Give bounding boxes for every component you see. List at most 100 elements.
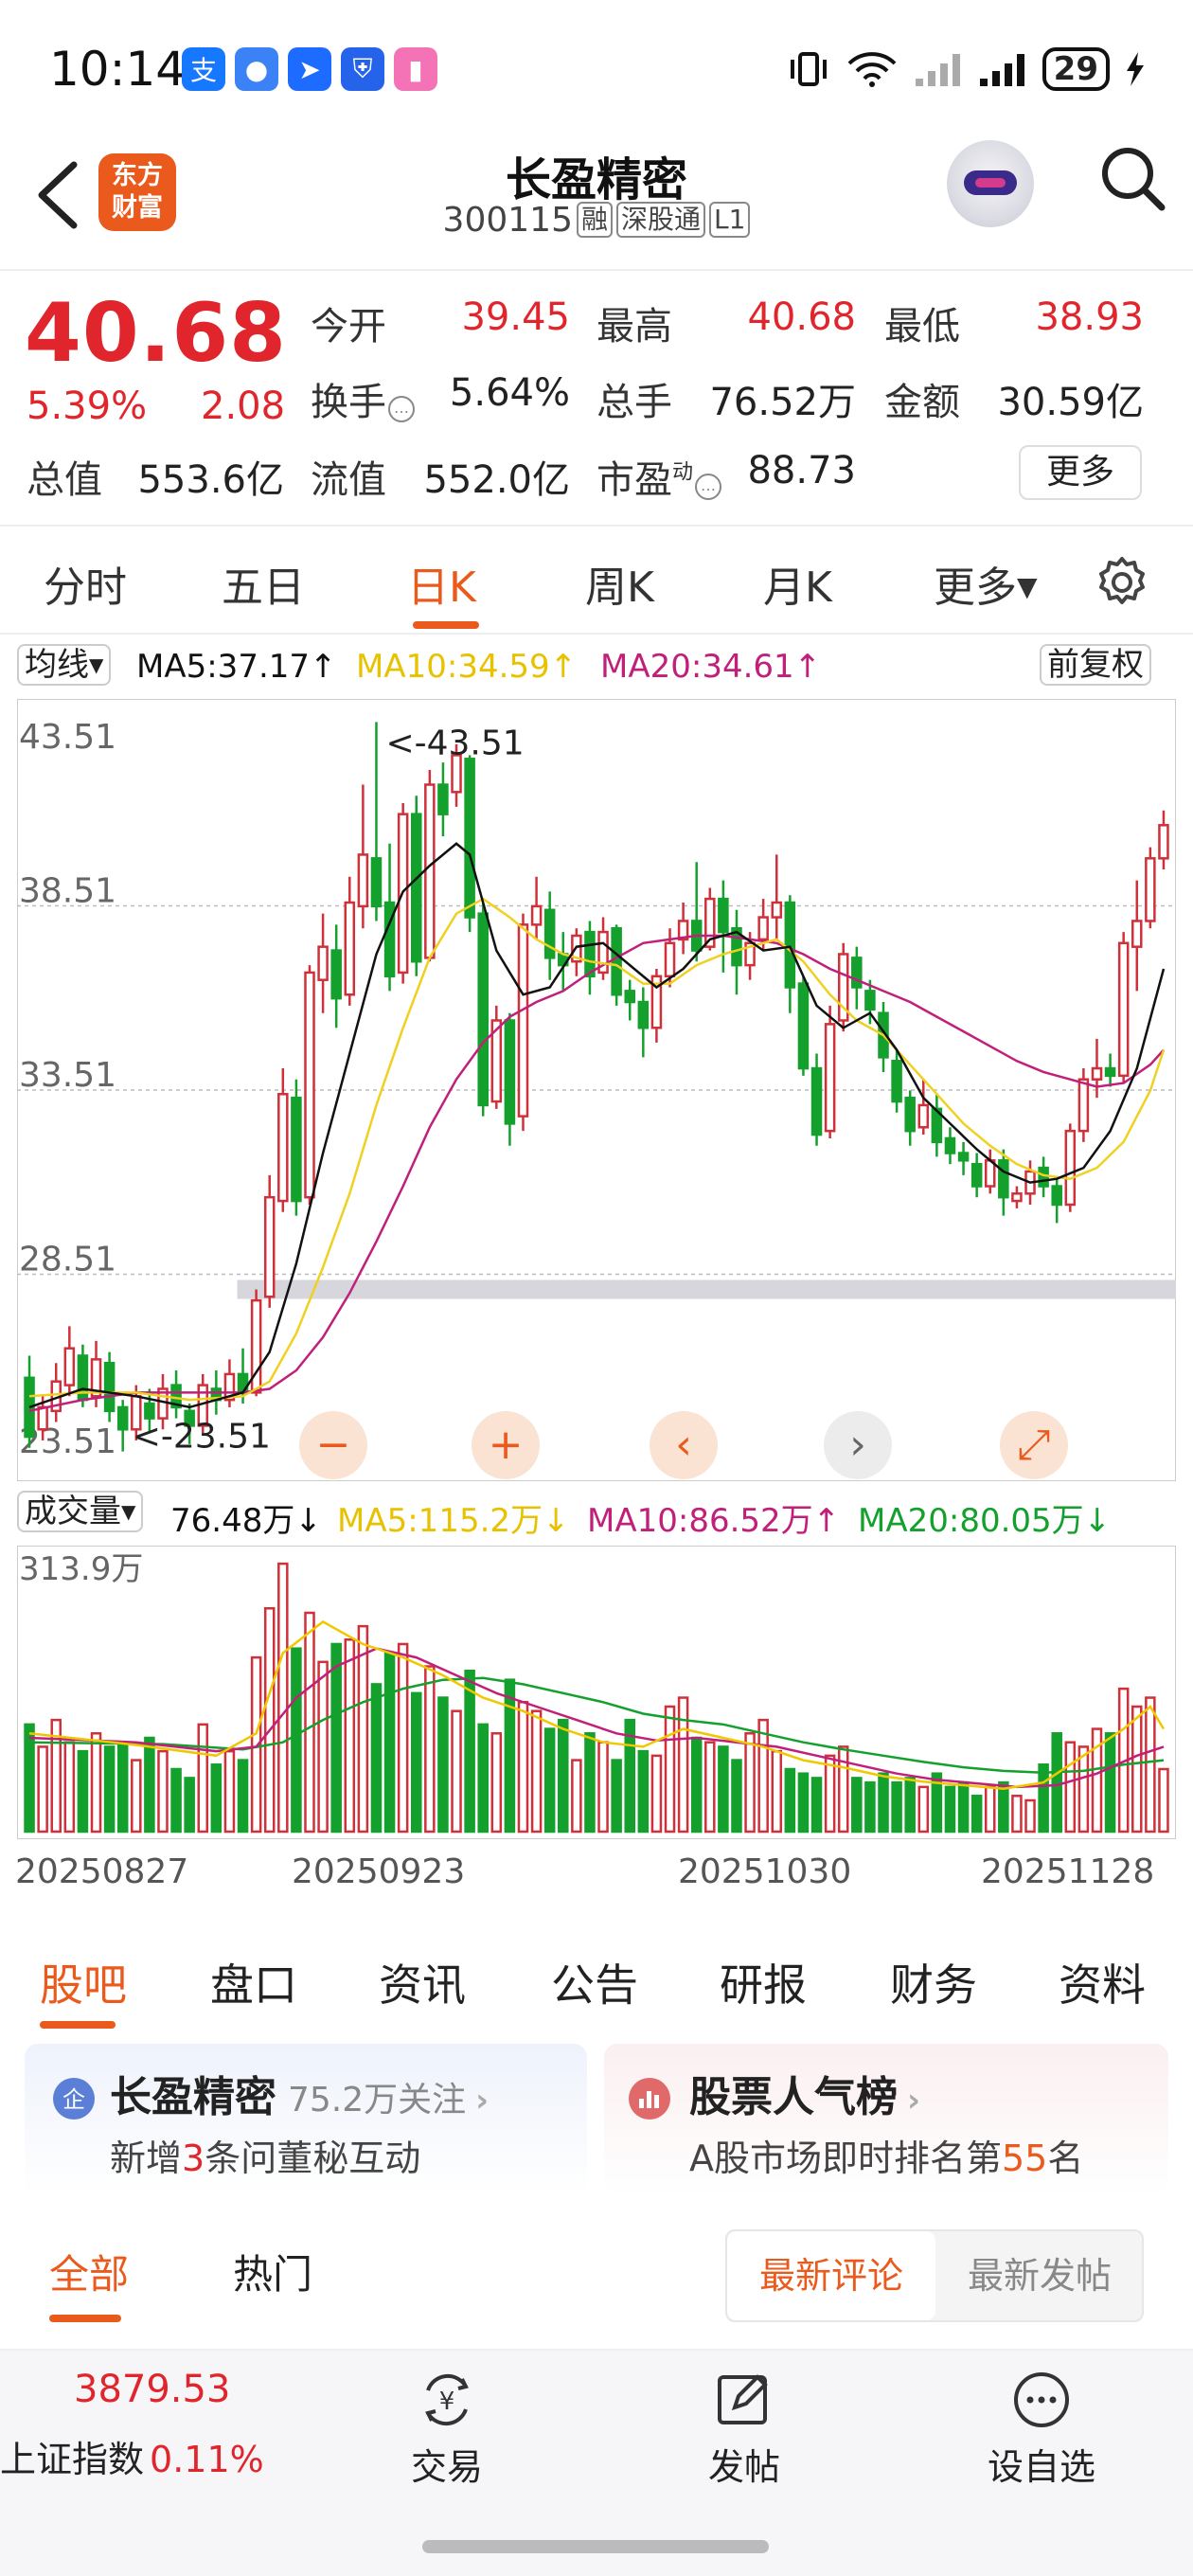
volume-bar[interactable]: [597, 1741, 609, 1834]
candle[interactable]: [370, 722, 383, 921]
candle[interactable]: [584, 921, 596, 995]
volume-bar[interactable]: [263, 1607, 276, 1834]
volume-bar[interactable]: [1011, 1795, 1023, 1834]
volume-bar[interactable]: [1131, 1705, 1143, 1834]
volume-bar[interactable]: [731, 1759, 742, 1834]
volume-bar[interactable]: [490, 1732, 503, 1834]
volume-bar[interactable]: [1051, 1732, 1062, 1834]
candle[interactable]: [250, 1289, 262, 1397]
candle[interactable]: [530, 876, 543, 939]
stock-bar-card[interactable]: 企 长盈精密 75.2万关注 › 新增3条问董秘互动: [25, 2044, 587, 2195]
candle[interactable]: [998, 1149, 1009, 1216]
volume-bar[interactable]: [824, 1754, 836, 1834]
volume-bar[interactable]: [397, 1642, 409, 1834]
volume-bar[interactable]: [170, 1767, 182, 1834]
candle[interactable]: [904, 1090, 916, 1146]
candle[interactable]: [103, 1351, 116, 1422]
candle[interactable]: [771, 854, 783, 939]
candle[interactable]: [330, 924, 342, 1029]
volume-bar[interactable]: [144, 1736, 155, 1834]
candle[interactable]: [1064, 1123, 1077, 1212]
volume-selector[interactable]: 成交量▼: [17, 1491, 144, 1532]
candle[interactable]: [597, 917, 609, 980]
volume-bar[interactable]: [291, 1647, 302, 1834]
tab-finance[interactable]: 财务: [890, 1959, 977, 2011]
candle[interactable]: [144, 1388, 155, 1434]
volume-bar[interactable]: [878, 1772, 889, 1834]
volume-bar[interactable]: [1091, 1727, 1103, 1834]
volume-bar[interactable]: [383, 1652, 396, 1834]
volume-bar[interactable]: [357, 1624, 369, 1834]
volume-bar[interactable]: [611, 1759, 622, 1834]
candle[interactable]: [277, 1068, 289, 1212]
eastmoney-logo[interactable]: 东方 财富: [98, 153, 176, 231]
candle[interactable]: [504, 1012, 516, 1146]
tab-announcements[interactable]: 公告: [551, 1959, 638, 2011]
candle[interactable]: [1091, 1038, 1103, 1099]
volume-bar[interactable]: [1145, 1696, 1156, 1834]
volume-bar[interactable]: [451, 1709, 462, 1834]
candle[interactable]: [344, 876, 356, 1006]
volume-bar[interactable]: [984, 1785, 996, 1834]
candle[interactable]: [1011, 1186, 1023, 1208]
gear-icon[interactable]: [1095, 555, 1149, 610]
volume-bar[interactable]: [237, 1759, 249, 1834]
volume-bar[interactable]: [437, 1696, 449, 1834]
candle[interactable]: [1104, 1053, 1116, 1087]
candle[interactable]: [477, 902, 489, 1117]
volume-bar[interactable]: [90, 1732, 102, 1834]
candle[interactable]: [116, 1400, 129, 1452]
ma-selector[interactable]: 均线▼: [17, 644, 112, 686]
volume-bar[interactable]: [690, 1736, 703, 1834]
candle[interactable]: [677, 902, 689, 955]
candlestick-chart[interactable]: 43.51 38.51 33.51 28.51 23.51 <-43.51 <-23.51 −…: [17, 699, 1176, 1481]
candle[interactable]: [824, 1005, 836, 1138]
volume-bar[interactable]: [184, 1777, 195, 1834]
popularity-card[interactable]: 股票人气榜 › A股市场即时排名第55名: [604, 2044, 1168, 2195]
candle[interactable]: [543, 891, 556, 980]
candle[interactable]: [784, 895, 796, 1013]
volume-bar[interactable]: [424, 1665, 436, 1834]
candle[interactable]: [170, 1370, 182, 1419]
volume-bar[interactable]: [917, 1785, 930, 1834]
volume-bar[interactable]: [277, 1562, 289, 1834]
volume-bar[interactable]: [757, 1718, 769, 1834]
turnover-label[interactable]: 换手…: [311, 371, 415, 426]
candle[interactable]: [650, 969, 663, 1043]
volume-bar[interactable]: [317, 1660, 329, 1834]
volume-bar[interactable]: [944, 1785, 956, 1834]
candle[interactable]: [810, 1053, 823, 1146]
home-indicator[interactable]: [422, 2540, 769, 2553]
volume-bar[interactable]: [864, 1780, 876, 1834]
candle[interactable]: [223, 1359, 236, 1407]
sort-latest-comment[interactable]: 最新评论: [727, 2231, 935, 2320]
candle[interactable]: [184, 1404, 195, 1444]
volume-bar[interactable]: [464, 1670, 475, 1834]
volume-bar[interactable]: [558, 1718, 569, 1834]
volume-bar[interactable]: [344, 1638, 356, 1834]
volume-bar[interactable]: [131, 1759, 142, 1834]
volume-bar[interactable]: [77, 1749, 89, 1834]
tab-guba[interactable]: 股吧: [40, 1959, 127, 2011]
scroll-right-button[interactable]: ›: [824, 1411, 892, 1479]
volume-bar[interactable]: [784, 1767, 796, 1834]
volume-bar[interactable]: [624, 1718, 635, 1834]
volume-bar[interactable]: [116, 1741, 129, 1834]
pe-label[interactable]: 市盈动…: [596, 449, 722, 504]
volume-bar[interactable]: [250, 1655, 262, 1834]
candle[interactable]: [1131, 880, 1143, 992]
candle[interactable]: [797, 975, 810, 1076]
volume-bar[interactable]: [704, 1741, 716, 1834]
tab-weekly-k[interactable]: 周K: [585, 564, 654, 612]
tab-profile[interactable]: 资料: [1059, 1959, 1146, 2011]
index-name-line[interactable]: 上证指数 0.11%: [0, 2430, 264, 2482]
volume-bar[interactable]: [718, 1745, 729, 1834]
volume-bar[interactable]: [650, 1754, 663, 1834]
volume-bar[interactable]: [571, 1759, 582, 1834]
zoom-in-button[interactable]: +: [472, 1411, 540, 1479]
candle[interactable]: [451, 743, 462, 807]
candle[interactable]: [90, 1340, 102, 1407]
volume-bar[interactable]: [998, 1780, 1009, 1834]
volume-bar[interactable]: [1158, 1767, 1169, 1834]
info-icon[interactable]: …: [388, 396, 415, 422]
